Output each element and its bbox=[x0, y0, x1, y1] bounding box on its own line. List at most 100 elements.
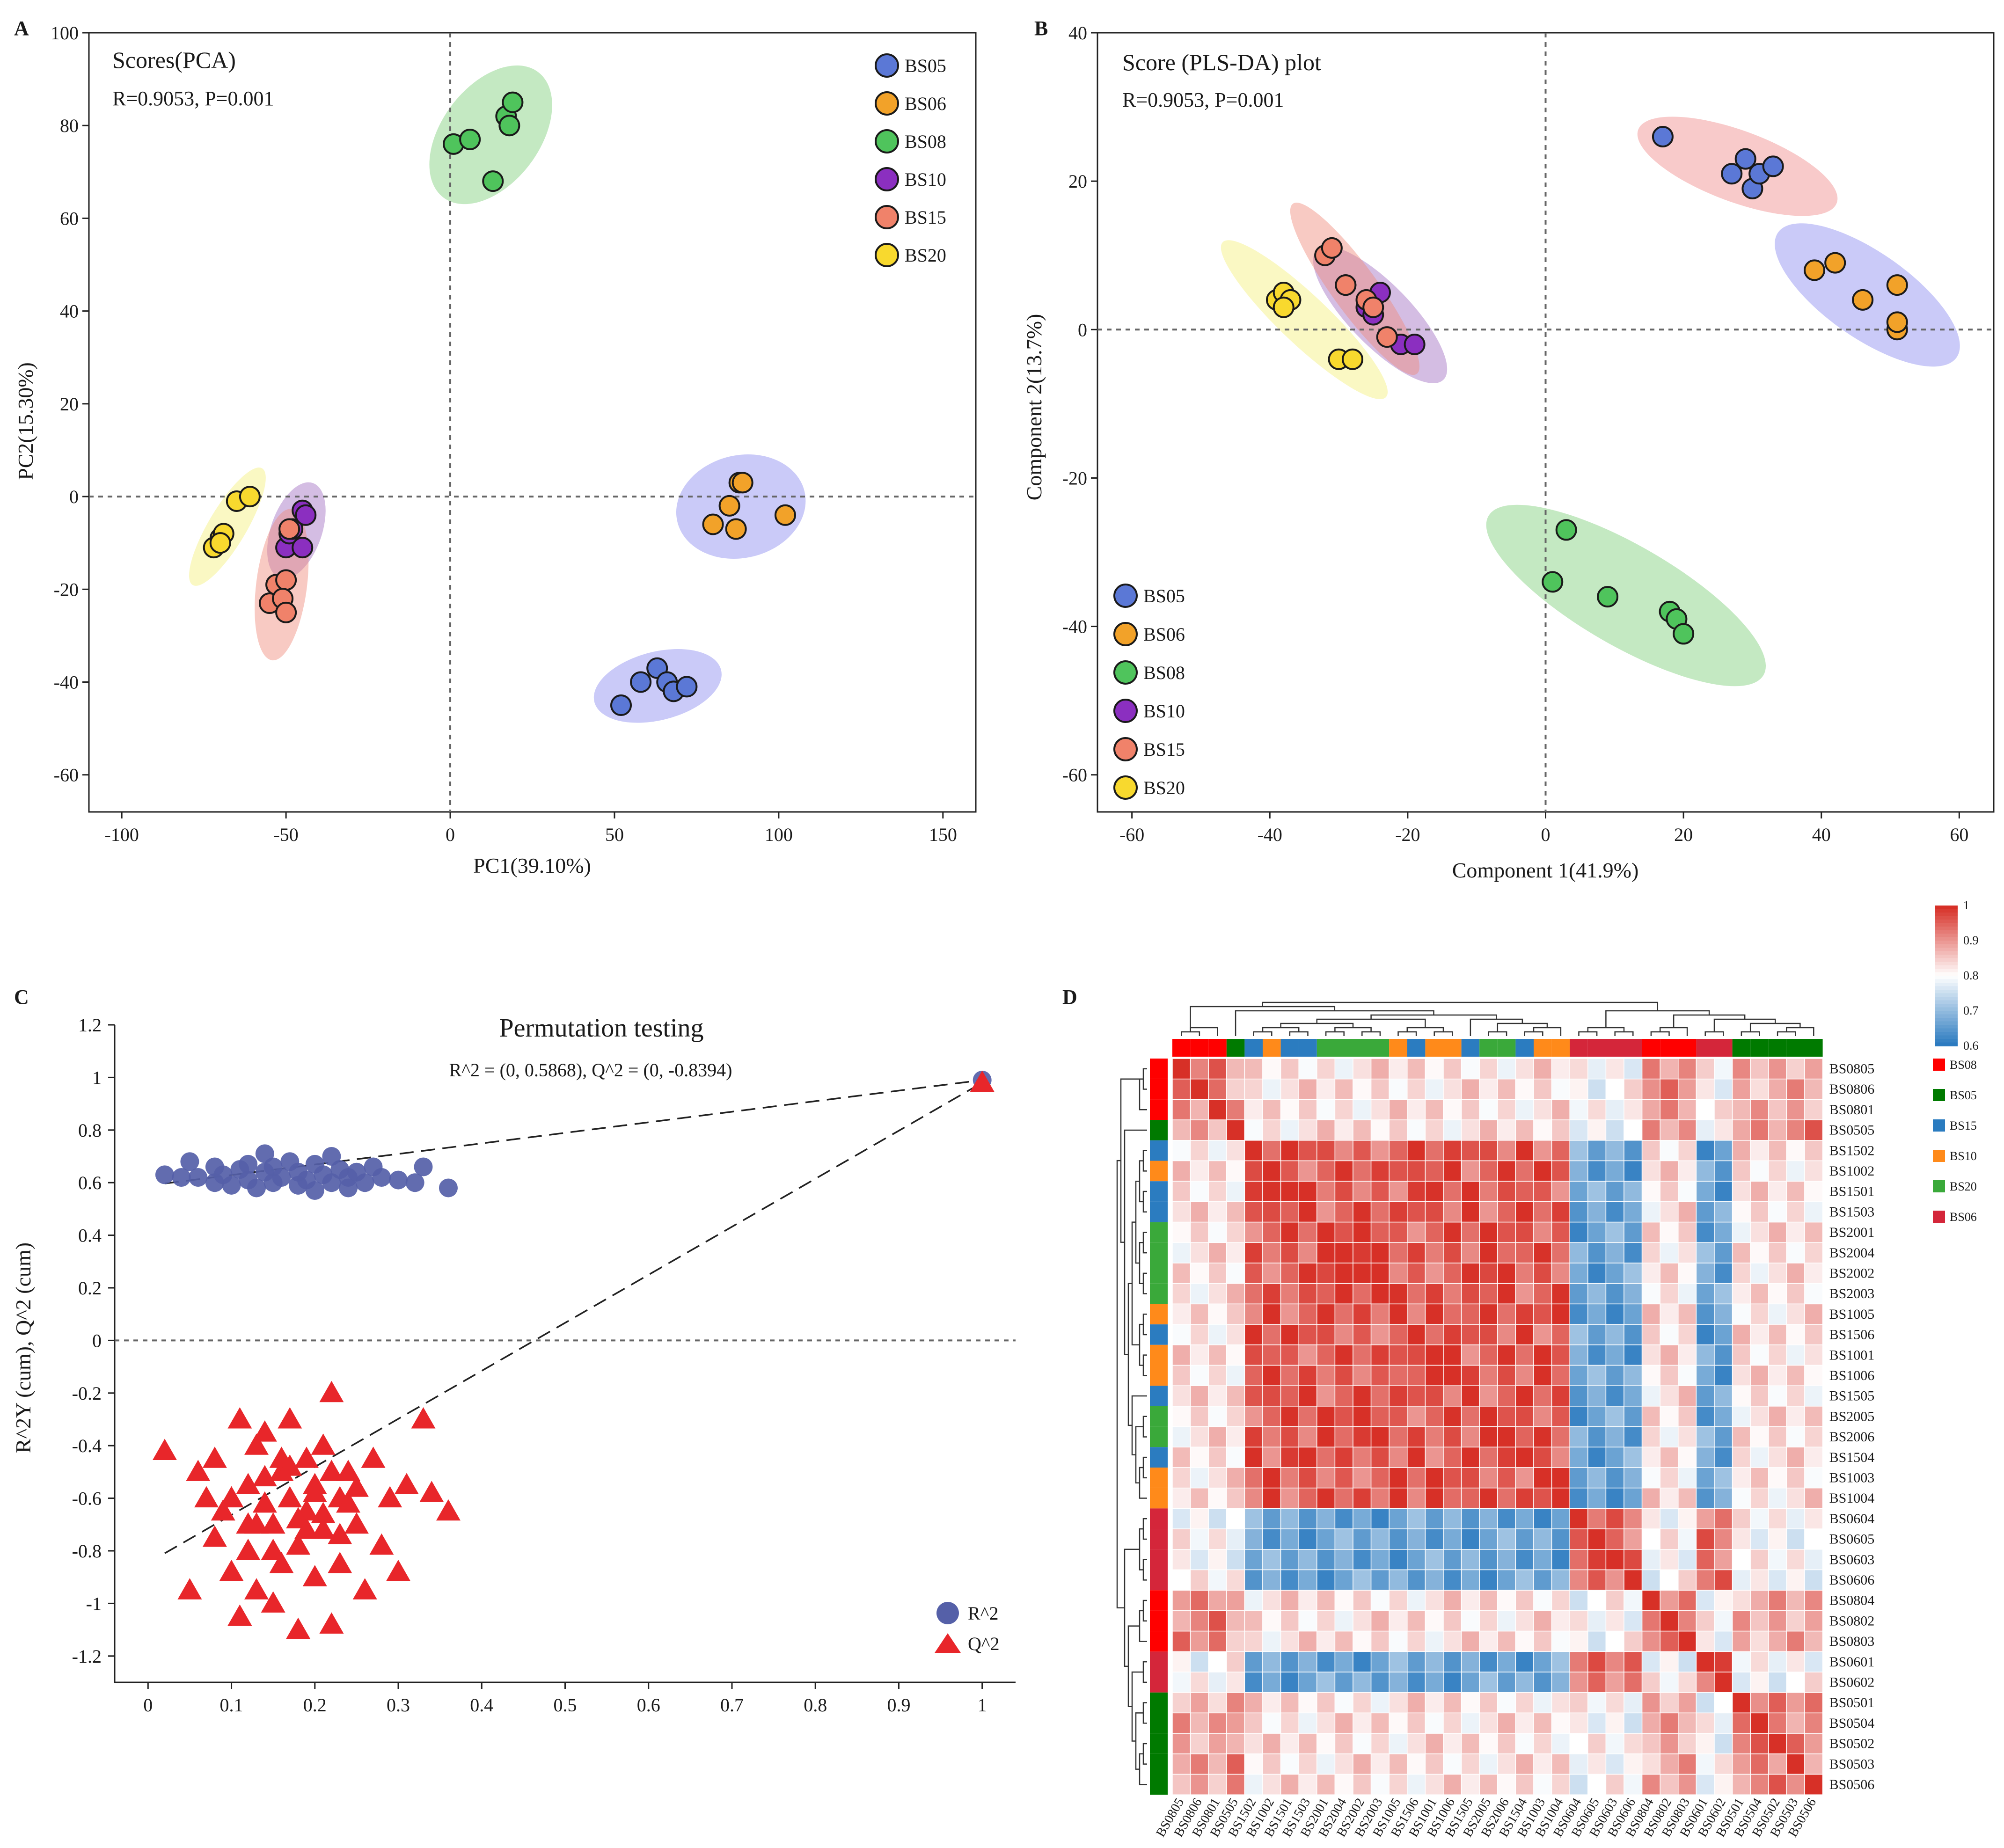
point-bs15 bbox=[1362, 296, 1384, 318]
heatmap-cell bbox=[1298, 1446, 1317, 1468]
heatmap-cell bbox=[1515, 1385, 1534, 1407]
heatmap-cell bbox=[1244, 1140, 1263, 1161]
heatmap-cell bbox=[1208, 1181, 1227, 1202]
point-bs06 bbox=[1886, 311, 1908, 333]
heatmap-row-label: BS1005 bbox=[1829, 1307, 1875, 1322]
heatmap-cell bbox=[1298, 1508, 1317, 1529]
heatmap-cell bbox=[1624, 1406, 1643, 1427]
heatmap-cell bbox=[1624, 1774, 1643, 1795]
heatmap-cell bbox=[1262, 1774, 1281, 1795]
heatmap-cell bbox=[1768, 1324, 1787, 1345]
row-group-bar bbox=[1150, 1692, 1168, 1713]
heatmap-cell bbox=[1298, 1528, 1317, 1550]
heatmap-cell bbox=[1515, 1733, 1534, 1754]
heatmap-cell bbox=[1569, 1140, 1588, 1161]
heatmap-cell bbox=[1353, 1160, 1372, 1182]
heatmap-cell bbox=[1804, 1181, 1823, 1202]
heatmap-cell bbox=[1515, 1058, 1534, 1080]
heatmap-cell bbox=[1280, 1774, 1299, 1795]
column-group-bar bbox=[1551, 1039, 1570, 1057]
heatmap-cell bbox=[1497, 1692, 1516, 1714]
heatmap-cell bbox=[1334, 1324, 1353, 1345]
q2-point bbox=[278, 1407, 302, 1429]
heatmap-cell bbox=[1714, 1446, 1733, 1468]
heatmap-cell bbox=[1551, 1324, 1570, 1345]
heatmap-cells bbox=[1172, 1058, 1823, 1795]
group-legend-swatch bbox=[1933, 1180, 1945, 1192]
heatmap-cell bbox=[1370, 1221, 1390, 1243]
heatmap-cell bbox=[1750, 1221, 1769, 1243]
heatmap-cell bbox=[1370, 1528, 1390, 1550]
heatmap-cell bbox=[1479, 1263, 1498, 1284]
heatmap-cell bbox=[1497, 1549, 1516, 1570]
pca-y-label: PC2(15.30%) bbox=[14, 362, 37, 480]
heatmap-cell bbox=[1280, 1549, 1299, 1570]
heatmap-cell bbox=[1605, 1078, 1624, 1100]
heatmap-cell bbox=[1714, 1263, 1733, 1284]
heatmap-cell bbox=[1750, 1712, 1769, 1734]
point-bs05 bbox=[1734, 148, 1756, 170]
heatmap-cell bbox=[1226, 1774, 1245, 1795]
heatmap-cell bbox=[1750, 1487, 1769, 1509]
heatmap-cell bbox=[1443, 1446, 1462, 1468]
heatmap-cell bbox=[1624, 1242, 1643, 1264]
heatmap-cell bbox=[1407, 1119, 1426, 1141]
q2-point bbox=[352, 1578, 377, 1600]
heatmap-cell bbox=[1316, 1160, 1336, 1182]
y-tick-label: -0.8 bbox=[72, 1541, 102, 1562]
x-tick-label: 150 bbox=[929, 824, 957, 845]
heatmap-cell bbox=[1370, 1446, 1390, 1468]
heatmap-cell bbox=[1605, 1119, 1624, 1141]
heatmap-cell bbox=[1714, 1528, 1733, 1550]
heatmap-cell bbox=[1262, 1487, 1281, 1509]
heatmap-cell bbox=[1786, 1242, 1805, 1264]
x-tick-label: 60 bbox=[1950, 824, 1968, 845]
column-dendrogram-branch bbox=[1325, 1031, 1345, 1036]
heatmap-cell bbox=[1696, 1774, 1715, 1795]
heatmap-cell bbox=[1660, 1487, 1679, 1509]
heatmap-cell bbox=[1208, 1201, 1227, 1223]
heatmap-cell bbox=[1407, 1733, 1426, 1754]
heatmap-cell bbox=[1353, 1242, 1372, 1264]
point-bs08 bbox=[482, 170, 504, 192]
heatmap-cell bbox=[1190, 1774, 1209, 1795]
q2-point bbox=[261, 1539, 285, 1560]
heatmap-cell bbox=[1786, 1426, 1805, 1448]
heatmap-cell bbox=[1280, 1099, 1299, 1120]
heatmap-cell bbox=[1551, 1099, 1570, 1120]
heatmap-cell bbox=[1425, 1242, 1444, 1264]
heatmap-cell bbox=[1334, 1406, 1353, 1427]
heatmap-cell bbox=[1407, 1508, 1426, 1529]
heatmap-cell bbox=[1624, 1712, 1643, 1734]
heatmap-cell bbox=[1316, 1467, 1336, 1489]
heatmap-cell bbox=[1768, 1181, 1787, 1202]
heatmap-cell bbox=[1786, 1774, 1805, 1795]
heatmap-cell bbox=[1389, 1160, 1408, 1182]
heatmap-cell bbox=[1298, 1610, 1317, 1632]
heatmap-cell bbox=[1569, 1549, 1588, 1570]
heatmap-cell bbox=[1678, 1324, 1697, 1345]
row-group-bar bbox=[1150, 1529, 1168, 1549]
heatmap-cell bbox=[1280, 1610, 1299, 1632]
point-bs08 bbox=[1542, 571, 1564, 593]
heatmap-cell bbox=[1208, 1774, 1227, 1795]
row-group-bar bbox=[1150, 1365, 1168, 1386]
heatmap-cell bbox=[1172, 1058, 1191, 1080]
y-tick-label: -0.2 bbox=[72, 1383, 102, 1404]
heatmap-cell bbox=[1641, 1610, 1660, 1632]
colorbar-segment bbox=[1935, 965, 1958, 969]
heatmap-cell bbox=[1389, 1774, 1408, 1795]
heatmap-cell bbox=[1533, 1140, 1552, 1161]
heatmap-cell bbox=[1732, 1058, 1751, 1080]
heatmap-cell bbox=[1732, 1508, 1751, 1529]
heatmap-cell bbox=[1605, 1160, 1624, 1182]
heatmap-cell bbox=[1298, 1590, 1317, 1611]
heatmap-cell bbox=[1605, 1201, 1624, 1223]
heatmap-cell bbox=[1750, 1099, 1769, 1120]
heatmap-cell bbox=[1605, 1753, 1624, 1775]
row-group-bar bbox=[1150, 1549, 1168, 1570]
heatmap-cell bbox=[1353, 1508, 1372, 1529]
heatmap-cell bbox=[1370, 1099, 1390, 1120]
heatmap-cell bbox=[1786, 1078, 1805, 1100]
